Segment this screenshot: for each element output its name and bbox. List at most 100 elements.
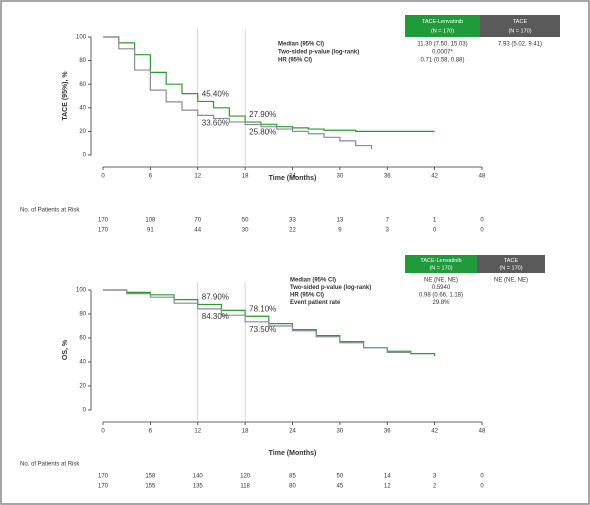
risk-count: 9 [338, 228, 342, 234]
y-axis-label: OS, % [62, 339, 69, 360]
x-tick-label: 18 [242, 429, 249, 435]
risk-count: 2 [433, 484, 437, 490]
stat-label: Two-sided p-value (log-rank) [278, 50, 359, 56]
risk-count: 3 [386, 228, 390, 234]
survival-curve [103, 36, 373, 150]
y-tick-label: 20 [79, 384, 86, 390]
risk-count: 12 [384, 484, 391, 490]
risk-count: 85 [289, 474, 296, 480]
risk-count: 0 [480, 484, 484, 490]
risk-count: 0 [433, 228, 437, 234]
stat-label: Median (95% CI) [278, 42, 324, 48]
x-tick-label: 30 [337, 174, 344, 180]
y-tick-label: 80 [79, 312, 86, 318]
risk-count: 50 [242, 218, 249, 224]
stat-value: 0.98 (0.66, 1.18) [419, 293, 463, 299]
x-tick-label: 48 [479, 174, 486, 180]
risk-count: 170 [98, 474, 109, 480]
legend-sample: (N = 170) [429, 265, 452, 271]
x-tick-label: 6 [149, 429, 153, 435]
annotation: 87.90% [202, 293, 229, 302]
risk-count: 3 [433, 474, 437, 480]
risk-count: 140 [193, 474, 204, 480]
legend-box [405, 15, 480, 37]
y-tick-label: 80 [79, 58, 86, 64]
x-tick-label: 24 [289, 174, 296, 180]
stat-value: 29.8% [432, 300, 450, 306]
legend-box [405, 255, 477, 273]
x-tick-label: 48 [479, 429, 486, 435]
stat-value: 0.0007* [432, 50, 453, 56]
risk-count: 108 [145, 218, 156, 224]
median-value: 7.93 (5.02, 9.41) [498, 42, 542, 48]
risk-count: 44 [194, 228, 201, 234]
annotation: 27.90% [249, 110, 276, 119]
stat-value: 0.71 (0.58, 0.88) [420, 58, 464, 64]
risk-count: 70 [194, 218, 201, 224]
risk-count: 33 [289, 218, 296, 224]
x-tick-label: 12 [194, 429, 201, 435]
stat-label: HR (95% CI) [290, 293, 324, 299]
x-tick-label: 6 [149, 174, 153, 180]
stat-value: 0.5940 [432, 285, 451, 291]
y-axis-label: TACE (95%), % [62, 71, 69, 121]
risk-count: 170 [98, 218, 109, 224]
risk-count: 80 [289, 484, 296, 490]
x-tick-label: 0 [101, 174, 105, 180]
x-tick-label: 18 [242, 174, 249, 180]
annotation: 84.30% [202, 312, 229, 321]
x-tick-label: 0 [101, 429, 105, 435]
legend-sample: (N = 170) [431, 28, 454, 34]
legend-name: TACE-Lenvatinib [420, 258, 461, 264]
legend-sample: (N = 170) [499, 265, 522, 271]
risk-count: 45 [337, 484, 344, 490]
x-axis-label: Time (Months) [269, 175, 317, 182]
legend-name: TACE [513, 19, 528, 25]
risk-count: 14 [384, 474, 391, 480]
risk-count: 170 [98, 228, 109, 234]
risk-title: No. of Patients at Risk [20, 208, 80, 214]
x-tick-label: 30 [337, 429, 344, 435]
risk-count: 13 [337, 218, 344, 224]
risk-count: 135 [193, 484, 204, 490]
risk-count: 158 [145, 474, 156, 480]
median-value: 11.30 (7.50, 15.03) [417, 42, 467, 48]
legend-name: TACE [504, 258, 519, 264]
legend-sample: (N = 170) [508, 28, 531, 34]
annotation: 78.10% [249, 304, 276, 313]
risk-count: 50 [337, 474, 344, 480]
risk-count: 120 [240, 474, 251, 480]
y-tick-label: 60 [79, 336, 86, 342]
y-tick-label: 100 [76, 288, 87, 294]
y-tick-label: 0 [83, 153, 87, 159]
x-tick-label: 36 [384, 174, 391, 180]
stat-label: Median (95% CI) [290, 278, 336, 284]
legend-name: TACE-Lenvatinib [422, 19, 463, 25]
stat-label: Event patient rate [290, 300, 341, 306]
risk-count: 0 [480, 228, 484, 234]
risk-count: 1 [433, 218, 437, 224]
y-tick-label: 60 [79, 82, 86, 88]
median-value: NE (NE, NE) [494, 278, 528, 284]
risk-count: 22 [289, 228, 296, 234]
x-tick-label: 42 [431, 429, 438, 435]
risk-count: 170 [98, 484, 109, 490]
risk-count: 7 [386, 218, 390, 224]
y-tick-label: 40 [79, 360, 86, 366]
legend-box [480, 15, 560, 37]
median-value: NE (NE, NE) [424, 278, 458, 284]
x-tick-label: 12 [194, 174, 201, 180]
annotation: 73.50% [249, 325, 276, 334]
risk-count: 91 [147, 228, 154, 234]
x-axis-label: Time (Months) [269, 450, 317, 457]
stat-label: HR (95% CI) [278, 58, 312, 64]
annotation: 25.80% [249, 128, 276, 137]
risk-count: 0 [480, 218, 484, 224]
y-tick-label: 40 [79, 105, 86, 111]
risk-count: 0 [480, 474, 484, 480]
x-tick-label: 24 [289, 429, 296, 435]
x-tick-label: 36 [384, 429, 391, 435]
y-tick-label: 100 [76, 35, 87, 41]
